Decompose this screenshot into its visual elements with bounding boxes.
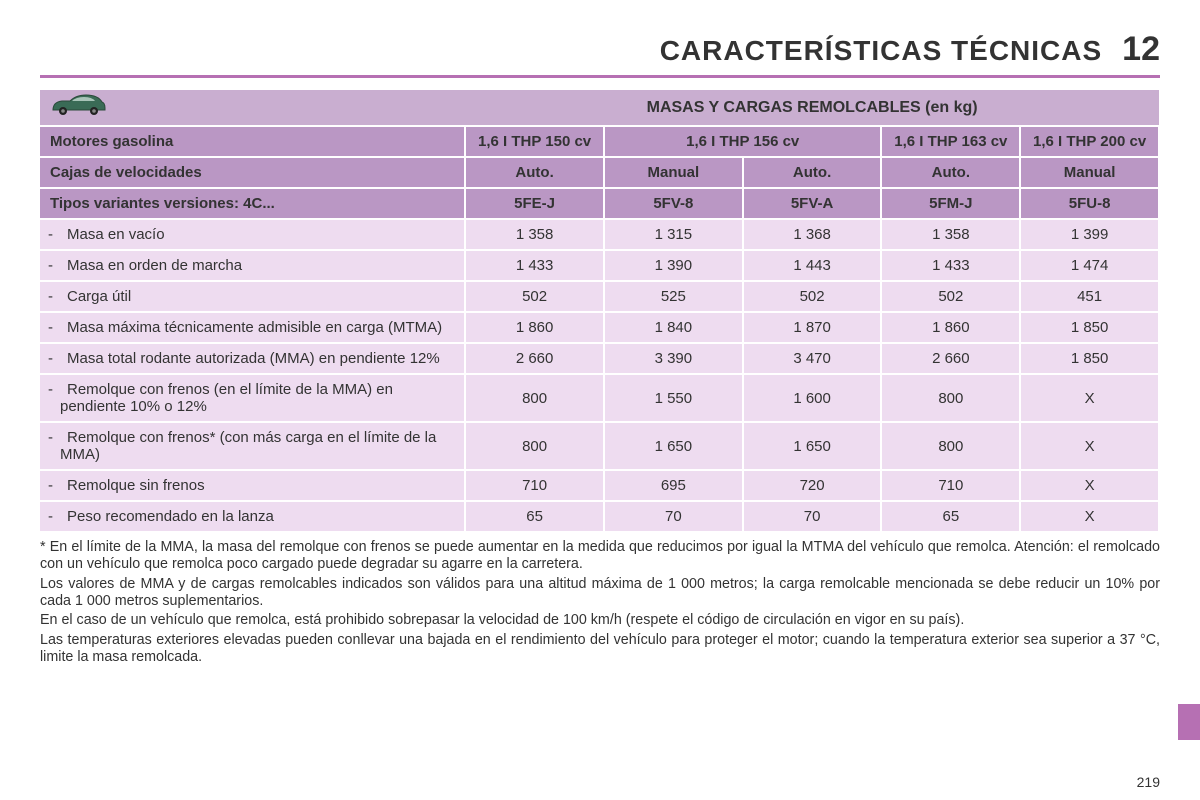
table-row: -Remolque sin frenos710695720710X xyxy=(40,470,1159,501)
table-row: -Remolque con frenos (en el límite de la… xyxy=(40,374,1159,422)
row-label: -Masa máxima técnicamente admisible en c… xyxy=(40,312,465,343)
footnotes: * En el límite de la MMA, la masa del re… xyxy=(40,539,1160,666)
engine-col: 1,6 I THP 200 cv xyxy=(1020,126,1159,157)
data-cell: 800 xyxy=(881,422,1020,470)
data-cell: X xyxy=(1020,374,1159,422)
data-cell: 710 xyxy=(465,470,604,501)
table-row: -Masa total rodante autorizada (MMA) en … xyxy=(40,343,1159,374)
gearbox-col: Auto. xyxy=(465,157,604,188)
variant-label: Tipos variantes versiones: 4C... xyxy=(40,188,465,219)
data-cell: 3 470 xyxy=(743,343,882,374)
table-title: MASAS Y CARGAS REMOLCABLES (en kg) xyxy=(465,90,1159,126)
data-cell: 2 660 xyxy=(465,343,604,374)
data-cell: 525 xyxy=(604,281,743,312)
data-cell: X xyxy=(1020,422,1159,470)
page-title: CARACTERÍSTICAS TÉCNICAS xyxy=(660,35,1102,67)
gearbox-col: Auto. xyxy=(743,157,882,188)
variant-col: 5FV-A xyxy=(743,188,882,219)
footnote: Las temperaturas exteriores elevadas pue… xyxy=(40,632,1160,666)
table-row: -Carga útil502525502502451 xyxy=(40,281,1159,312)
data-cell: 1 840 xyxy=(604,312,743,343)
data-cell: 451 xyxy=(1020,281,1159,312)
row-label: -Masa en vacío xyxy=(40,219,465,250)
data-cell: 1 390 xyxy=(604,250,743,281)
engines-label: Motores gasolina xyxy=(40,126,465,157)
footnote: En el caso de un vehículo que remolca, e… xyxy=(40,612,1160,629)
data-cell: 1 550 xyxy=(604,374,743,422)
data-cell: 800 xyxy=(881,374,1020,422)
table-row: -Masa en orden de marcha1 4331 3901 4431… xyxy=(40,250,1159,281)
page-number: 219 xyxy=(1137,774,1160,790)
data-cell: 502 xyxy=(465,281,604,312)
data-cell: 1 860 xyxy=(465,312,604,343)
data-cell: 800 xyxy=(465,374,604,422)
data-cell: 1 443 xyxy=(743,250,882,281)
data-cell: 710 xyxy=(881,470,1020,501)
data-cell: 695 xyxy=(604,470,743,501)
variant-row: Tipos variantes versiones: 4C... 5FE-J 5… xyxy=(40,188,1159,219)
table-title-row: MASAS Y CARGAS REMOLCABLES (en kg) xyxy=(40,90,1159,126)
car-icon-cell xyxy=(40,90,465,126)
gearbox-col: Auto. xyxy=(881,157,1020,188)
variant-col: 5FM-J xyxy=(881,188,1020,219)
data-cell: 1 850 xyxy=(1020,312,1159,343)
data-cell: 65 xyxy=(881,501,1020,531)
data-cell: 1 358 xyxy=(465,219,604,250)
table-row: -Masa en vacío1 3581 3151 3681 3581 399 xyxy=(40,219,1159,250)
data-cell: 1 850 xyxy=(1020,343,1159,374)
specs-table: MASAS Y CARGAS REMOLCABLES (en kg) Motor… xyxy=(40,90,1160,531)
table-row: -Masa máxima técnicamente admisible en c… xyxy=(40,312,1159,343)
gearbox-col: Manual xyxy=(604,157,743,188)
engine-col: 1,6 I THP 163 cv xyxy=(881,126,1020,157)
chapter-number: 12 xyxy=(1122,30,1160,69)
data-cell: 70 xyxy=(743,501,882,531)
data-cell: 1 650 xyxy=(604,422,743,470)
data-cell: 1 860 xyxy=(881,312,1020,343)
row-label: -Masa en orden de marcha xyxy=(40,250,465,281)
data-cell: 720 xyxy=(743,470,882,501)
data-cell: 1 399 xyxy=(1020,219,1159,250)
data-cell: 3 390 xyxy=(604,343,743,374)
data-cell: 1 358 xyxy=(881,219,1020,250)
data-cell: 502 xyxy=(743,281,882,312)
footnote: Los valores de MMA y de cargas remolcabl… xyxy=(40,576,1160,610)
gearbox-label: Cajas de velocidades xyxy=(40,157,465,188)
row-label: -Remolque sin frenos xyxy=(40,470,465,501)
variant-col: 5FV-8 xyxy=(604,188,743,219)
data-cell: 1 600 xyxy=(743,374,882,422)
engine-col: 1,6 I THP 150 cv xyxy=(465,126,604,157)
data-cell: 2 660 xyxy=(881,343,1020,374)
data-cell: 1 315 xyxy=(604,219,743,250)
data-cell: 1 433 xyxy=(465,250,604,281)
page-header: CARACTERÍSTICAS TÉCNICAS 12 xyxy=(40,30,1160,69)
data-cell: 800 xyxy=(465,422,604,470)
row-label: -Remolque con frenos* (con más carga en … xyxy=(40,422,465,470)
gearbox-col: Manual xyxy=(1020,157,1159,188)
engines-row: Motores gasolina 1,6 I THP 150 cv 1,6 I … xyxy=(40,126,1159,157)
data-cell: X xyxy=(1020,470,1159,501)
data-cell: 1 474 xyxy=(1020,250,1159,281)
row-label: -Peso recomendado en la lanza xyxy=(40,501,465,531)
data-cell: 65 xyxy=(465,501,604,531)
table-row: -Remolque con frenos* (con más carga en … xyxy=(40,422,1159,470)
row-label: -Remolque con frenos (en el límite de la… xyxy=(40,374,465,422)
section-tab xyxy=(1178,704,1200,740)
data-cell: X xyxy=(1020,501,1159,531)
variant-col: 5FU-8 xyxy=(1020,188,1159,219)
data-cell: 502 xyxy=(881,281,1020,312)
data-cell: 1 433 xyxy=(881,250,1020,281)
footnote: * En el límite de la MMA, la masa del re… xyxy=(40,539,1160,573)
data-cell: 70 xyxy=(604,501,743,531)
data-cell: 1 368 xyxy=(743,219,882,250)
data-cell: 1 870 xyxy=(743,312,882,343)
row-label: -Masa total rodante autorizada (MMA) en … xyxy=(40,343,465,374)
car-icon xyxy=(48,92,108,118)
engine-col: 1,6 I THP 156 cv xyxy=(604,126,882,157)
table-row: -Peso recomendado en la lanza65707065X xyxy=(40,501,1159,531)
divider xyxy=(40,75,1160,78)
data-cell: 1 650 xyxy=(743,422,882,470)
gearbox-row: Cajas de velocidades Auto. Manual Auto. … xyxy=(40,157,1159,188)
variant-col: 5FE-J xyxy=(465,188,604,219)
row-label: -Carga útil xyxy=(40,281,465,312)
